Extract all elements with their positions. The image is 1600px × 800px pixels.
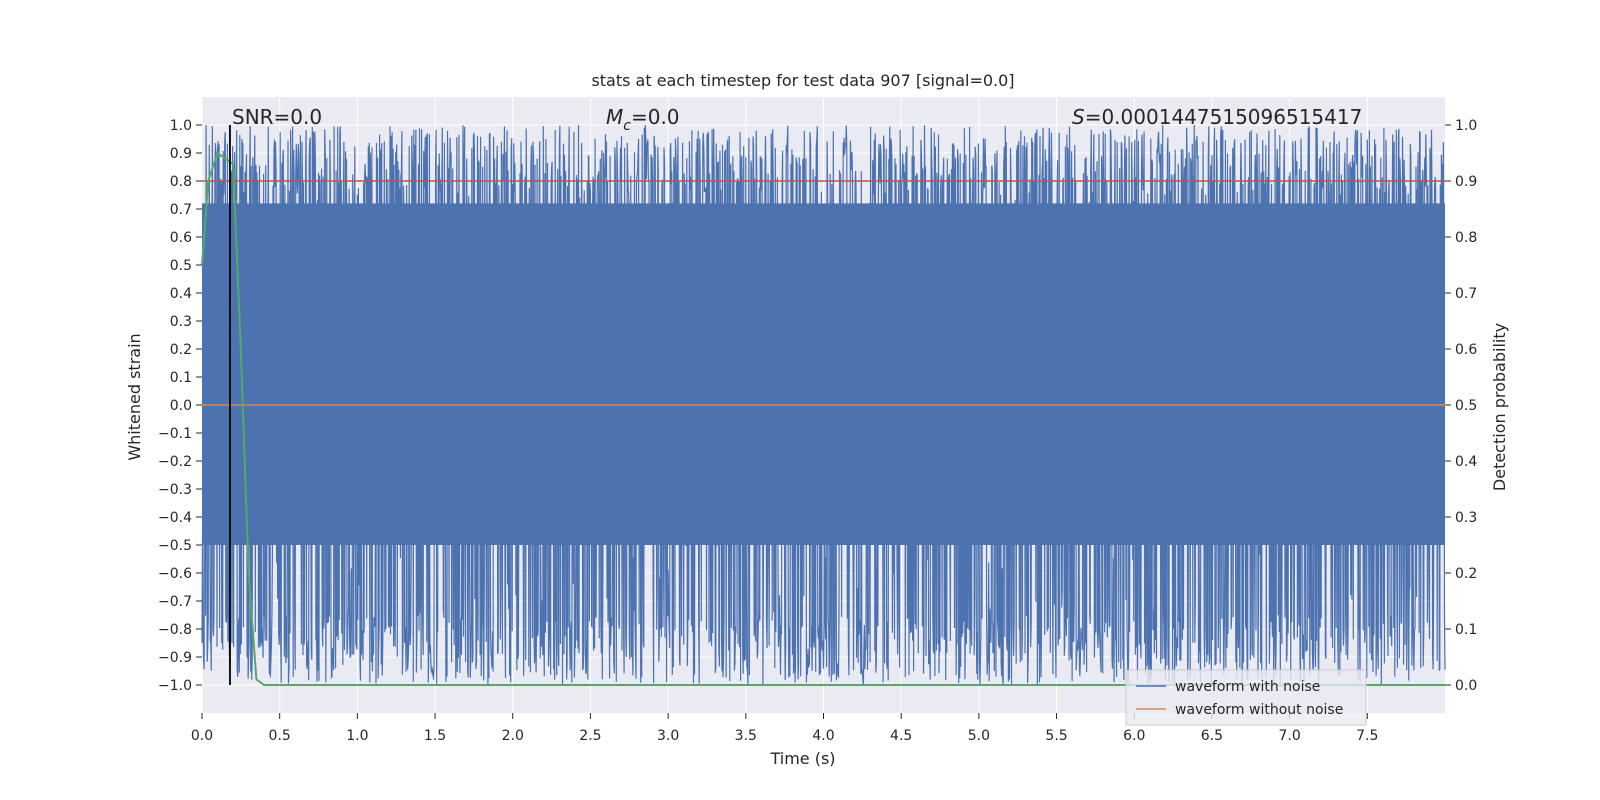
y-tick-label: −0.7 bbox=[158, 594, 192, 610]
y-tick-label: −0.2 bbox=[158, 454, 192, 470]
y-tick-label: 0.0 bbox=[170, 398, 192, 414]
x-tick-label: 3.5 bbox=[735, 728, 757, 744]
x-tick-label: 0.0 bbox=[191, 728, 213, 744]
y-tick-label: −0.8 bbox=[158, 622, 192, 638]
x-tick-label: 6.5 bbox=[1201, 728, 1223, 744]
y2-axis-label: Detection probability bbox=[1490, 323, 1509, 491]
y-tick-label: 1.0 bbox=[170, 118, 192, 134]
snr-annotation: SNR=0.0 bbox=[232, 105, 322, 129]
y-tick-label: 0.3 bbox=[170, 314, 192, 330]
series-waveform-with-noise bbox=[201, 124, 1446, 685]
y-tick-label: 0.6 bbox=[170, 230, 192, 246]
chart-title: stats at each timestep for test data 907… bbox=[591, 71, 1014, 90]
y2-tick-label: 0.5 bbox=[1455, 398, 1477, 414]
legend-label-clean: waveform without noise bbox=[1175, 702, 1343, 718]
y2-tick-label: 0.2 bbox=[1455, 566, 1477, 582]
chirp-mass-value: =0.0 bbox=[631, 105, 680, 129]
noise-trace bbox=[201, 124, 1446, 685]
x-tick-label: 1.0 bbox=[346, 728, 368, 744]
y2-tick-label: 0.3 bbox=[1455, 510, 1477, 526]
legend: waveform with noise waveform without noi… bbox=[1125, 669, 1367, 726]
y2-tick-label: 0.6 bbox=[1455, 342, 1477, 358]
y-tick-label: 0.5 bbox=[170, 258, 192, 274]
x-axis-label: Time (s) bbox=[769, 749, 835, 768]
x-tick-label: 3.0 bbox=[657, 728, 679, 744]
chirp-mass-annotation: Mc=0.0 bbox=[606, 105, 680, 134]
y-tick-label: −0.9 bbox=[158, 650, 192, 666]
x-tick-label: 4.5 bbox=[890, 728, 912, 744]
y2-axis-ticks: 1.0 0.9 0.8 0.7 0.6 0.5 0.4 0.3 0.2 0.1 0.0 bbox=[1445, 118, 1477, 694]
x-tick-label: 5.0 bbox=[968, 728, 990, 744]
y-tick-label: 0.7 bbox=[170, 202, 192, 218]
x-tick-label: 7.5 bbox=[1356, 728, 1378, 744]
y-tick-label: 0.4 bbox=[170, 286, 192, 302]
x-tick-label: 0.5 bbox=[269, 728, 291, 744]
y-tick-label: 0.1 bbox=[170, 370, 192, 386]
x-tick-label: 7.0 bbox=[1278, 728, 1300, 744]
y-tick-label: −0.3 bbox=[158, 482, 192, 498]
y-tick-label: 0.2 bbox=[170, 342, 192, 358]
y-tick-label: 0.8 bbox=[170, 174, 192, 190]
y-tick-label: −0.5 bbox=[158, 538, 192, 554]
x-tick-label: 4.0 bbox=[812, 728, 834, 744]
y2-tick-label: 0.4 bbox=[1455, 454, 1477, 470]
y2-tick-label: 0.8 bbox=[1455, 230, 1477, 246]
chirp-mass-subscript: c bbox=[623, 118, 631, 134]
s-symbol: S bbox=[1072, 105, 1085, 129]
s-annotation: S=0.0001447515096515417 bbox=[1072, 105, 1362, 129]
y-axis-ticks: 1.0 0.9 0.8 0.7 0.6 0.5 0.4 0.3 0.2 0.1 0.0 −0.1 −0.… bbox=[158, 118, 202, 694]
x-tick-label: 6.0 bbox=[1123, 728, 1145, 744]
legend-label-noise: waveform with noise bbox=[1175, 679, 1320, 695]
legend-box bbox=[1125, 669, 1367, 726]
detection-probability-line bbox=[201, 151, 1445, 686]
y-tick-label: 0.9 bbox=[170, 146, 192, 162]
y-tick-label: −0.6 bbox=[158, 566, 192, 582]
s-value: =0.0001447515096515417 bbox=[1085, 105, 1363, 129]
x-tick-label: 1.5 bbox=[424, 728, 446, 744]
chirp-mass-symbol: M bbox=[606, 105, 623, 129]
y2-tick-label: 1.0 bbox=[1455, 118, 1477, 134]
x-tick-label: 2.0 bbox=[502, 728, 524, 744]
x-tick-label: 5.5 bbox=[1045, 728, 1067, 744]
y2-tick-label: 0.1 bbox=[1455, 622, 1477, 638]
y-tick-label: −0.4 bbox=[158, 510, 192, 526]
y2-tick-label: 0.7 bbox=[1455, 286, 1477, 302]
y2-tick-label: 0.0 bbox=[1455, 678, 1477, 694]
y-tick-label: −0.1 bbox=[158, 426, 192, 442]
y-tick-label: −1.0 bbox=[158, 678, 192, 694]
x-tick-label: 2.5 bbox=[579, 728, 601, 744]
y-axis-label: Whitened strain bbox=[125, 333, 144, 460]
x-axis-ticks: 0.0 0.5 1.0 1.5 2.0 2.5 3.0 3.5 4.0 4.5 5.0 5.5 6.0 6… bbox=[191, 713, 1378, 744]
noise-fill bbox=[202, 203, 1445, 545]
y2-tick-label: 0.9 bbox=[1455, 174, 1477, 190]
